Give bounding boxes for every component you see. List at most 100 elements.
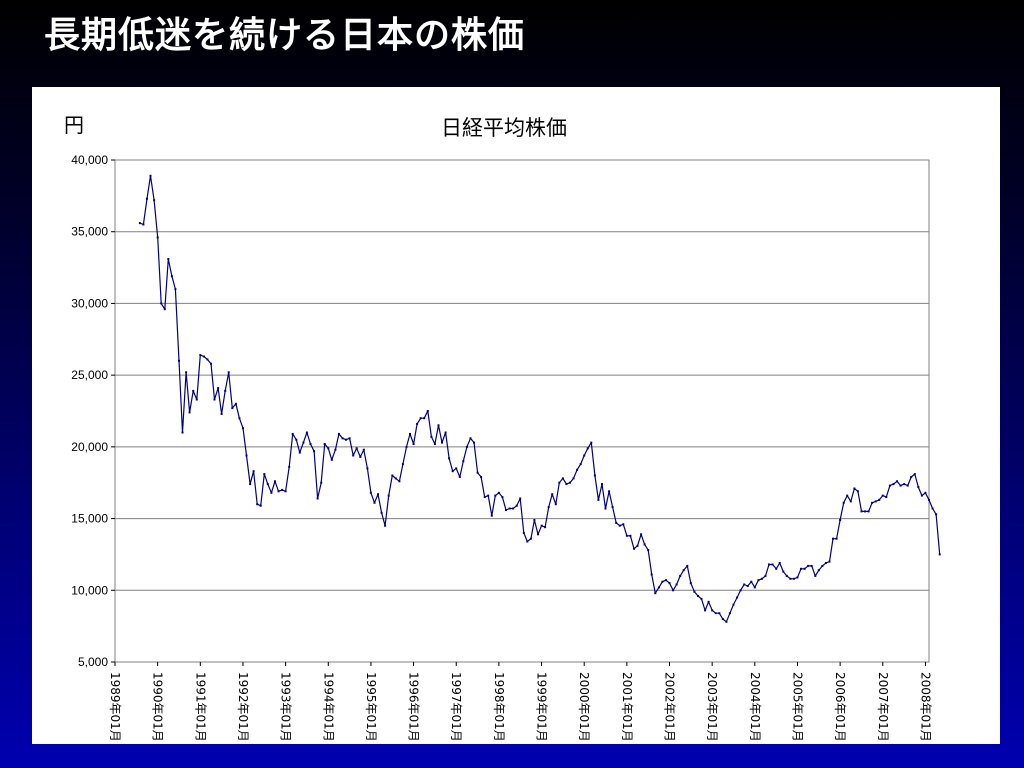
data-point <box>330 458 333 461</box>
data-point <box>561 477 564 480</box>
data-point <box>871 501 874 504</box>
data-point <box>768 563 770 566</box>
data-point <box>633 547 635 550</box>
data-point <box>807 564 810 567</box>
data-point <box>142 223 145 226</box>
x-tick-label: 2000年01月 <box>577 672 591 742</box>
x-tick-label: 1990年01月 <box>151 672 165 742</box>
data-point <box>618 524 621 527</box>
data-point <box>892 483 895 486</box>
series-line <box>139 175 941 623</box>
data-point <box>192 389 195 392</box>
data-point <box>654 592 657 595</box>
data-point <box>697 595 699 597</box>
data-point <box>409 432 411 435</box>
data-point <box>782 570 785 573</box>
data-point <box>451 470 454 473</box>
data-point <box>217 387 220 390</box>
plot-area-frame <box>114 159 930 663</box>
y-tick-label: 30,000 <box>71 296 108 310</box>
data-point <box>899 484 902 487</box>
data-point <box>305 431 308 434</box>
x-tick-label: 1994年01月 <box>321 672 335 742</box>
data-point <box>679 574 682 577</box>
data-point <box>675 583 678 586</box>
data-point <box>835 537 838 540</box>
data-point <box>672 589 675 592</box>
data-point <box>629 534 632 537</box>
x-tick-label: 1993年01月 <box>279 672 293 742</box>
data-point <box>775 567 778 570</box>
data-point <box>163 308 166 311</box>
data-point <box>249 483 252 486</box>
data-point <box>394 477 397 480</box>
y-axis-label: 円 <box>64 113 84 137</box>
x-tick-label: 1999年01月 <box>535 672 549 742</box>
data-point <box>544 526 547 529</box>
data-point <box>583 454 586 457</box>
data-point <box>569 481 571 484</box>
chart-panel: 円 日経平均株価 5,000 10,000 15,000 20,000 25,000 30… <box>32 87 1000 744</box>
data-point <box>156 236 159 239</box>
data-point <box>608 490 611 493</box>
data-point <box>337 432 340 435</box>
x-tick-label: 2006年01月 <box>833 672 847 742</box>
data-point <box>526 540 529 543</box>
data-point <box>426 410 429 412</box>
data-point <box>906 484 909 487</box>
data-point <box>789 577 792 580</box>
data-point <box>750 580 753 583</box>
x-tick-label: 2008年01月 <box>918 672 932 742</box>
data-point <box>647 549 650 552</box>
data-point <box>853 487 856 490</box>
data-point <box>896 480 898 483</box>
data-point <box>739 589 742 592</box>
data-point <box>501 496 504 499</box>
data-point <box>505 509 507 511</box>
x-tick-label: 1998年01月 <box>492 672 506 742</box>
data-point <box>764 574 767 577</box>
data-point <box>153 199 156 202</box>
data-point <box>800 567 802 570</box>
data-point <box>224 389 227 392</box>
x-tick-label: 1992年01月 <box>236 672 250 742</box>
data-point <box>245 454 248 457</box>
data-point <box>465 445 468 448</box>
x-tick-label: 2002年01月 <box>663 672 677 742</box>
data-point <box>291 432 294 435</box>
data-point <box>586 447 589 450</box>
data-point <box>508 507 511 510</box>
data-point <box>593 474 596 477</box>
data-point <box>284 490 287 493</box>
y-tick-label: 40,000 <box>71 153 108 167</box>
data-point <box>732 603 735 606</box>
x-tick-label: 2003年01月 <box>705 672 719 742</box>
x-tick-label: 1989年01月 <box>108 672 122 742</box>
data-point <box>615 521 618 524</box>
data-point <box>665 579 667 582</box>
data-point <box>405 445 408 448</box>
nikkei-chart: 円 日経平均株価 5,000 10,000 15,000 20,000 25,000 30… <box>64 113 941 742</box>
data-point <box>913 473 916 476</box>
data-point <box>928 498 930 501</box>
data-point <box>185 371 188 374</box>
data-point <box>657 586 660 589</box>
data-point <box>266 483 269 486</box>
data-point <box>864 510 866 513</box>
data-point <box>821 564 824 567</box>
data-point <box>707 600 710 603</box>
data-point <box>846 494 849 497</box>
data-point <box>487 494 490 497</box>
data-point <box>554 503 557 506</box>
data-point <box>579 463 582 466</box>
data-point <box>917 486 920 488</box>
data-point <box>462 460 465 463</box>
data-point <box>700 597 703 600</box>
data-point <box>817 569 820 572</box>
data-point <box>476 471 479 474</box>
data-point <box>288 465 291 468</box>
data-point <box>746 585 749 587</box>
data-point <box>636 544 639 547</box>
data-point <box>231 407 234 410</box>
y-tick-label: 15,000 <box>71 512 108 526</box>
